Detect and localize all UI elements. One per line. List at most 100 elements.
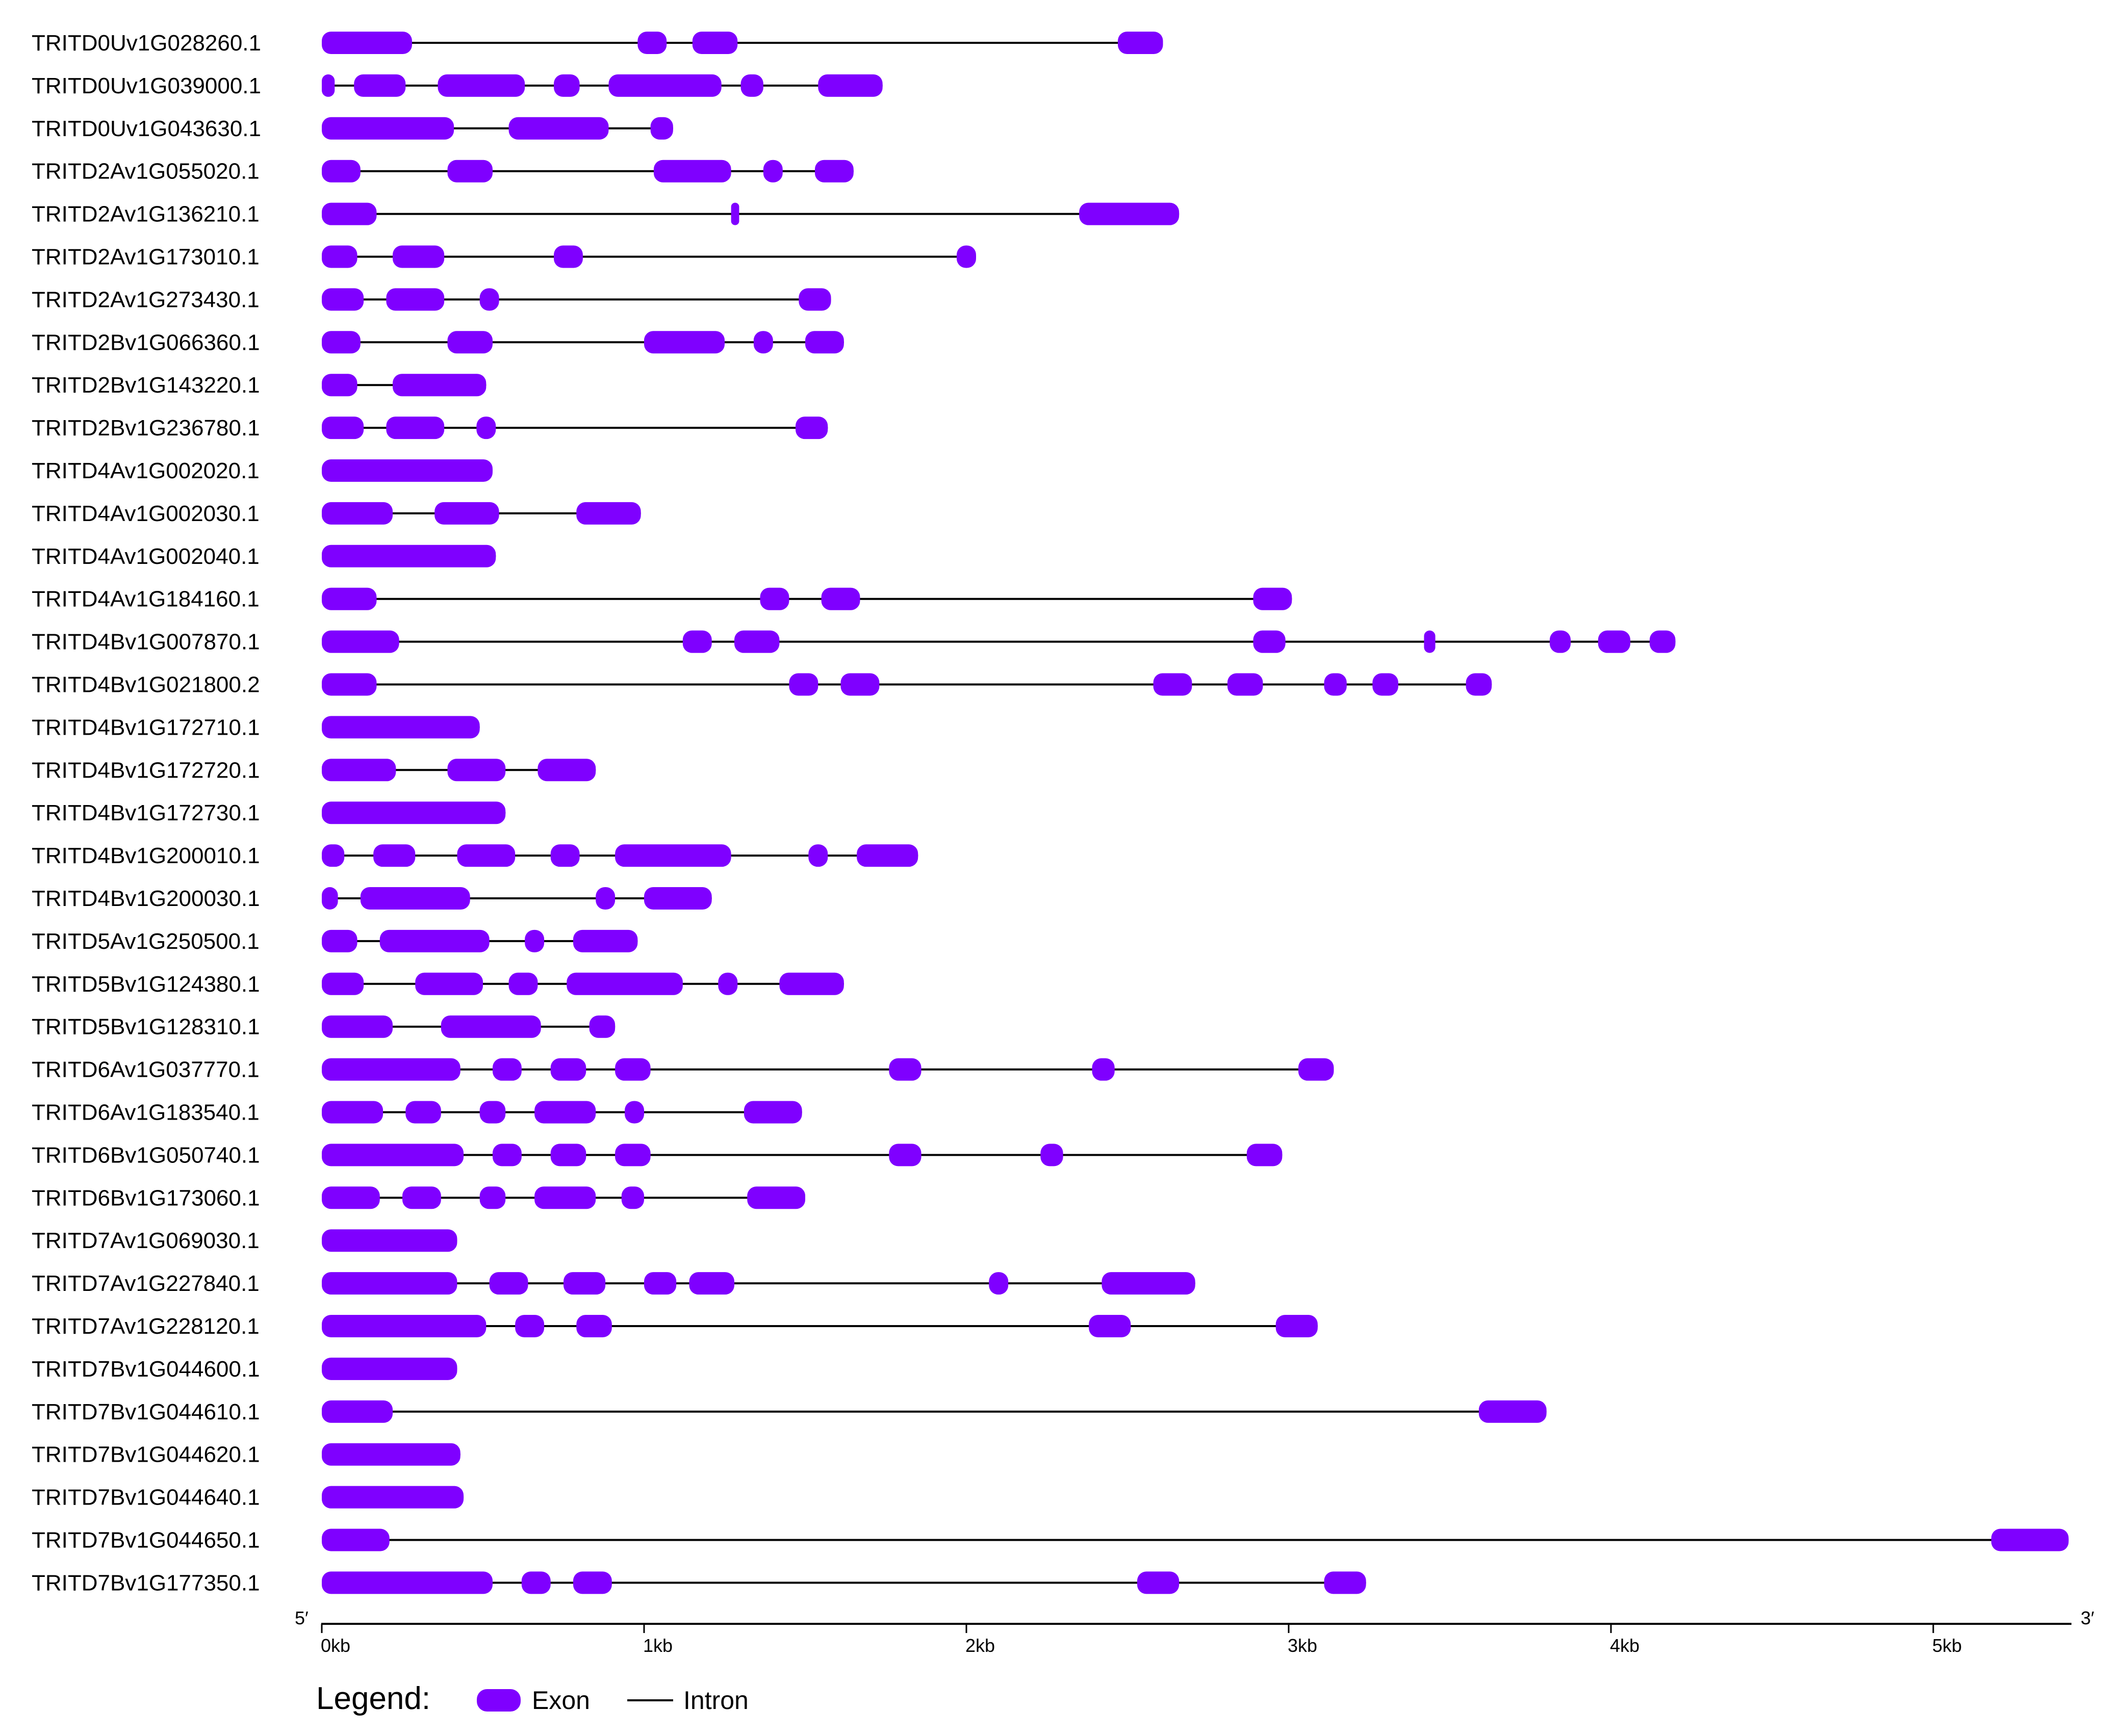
gene-row: TRITD2Bv1G143220.1 — [32, 373, 487, 398]
exon-block — [747, 1186, 805, 1209]
exon-block — [889, 1058, 921, 1081]
exon-block — [402, 1186, 441, 1209]
gene-label: TRITD7Bv1G044610.1 — [32, 1400, 260, 1424]
gene-label: TRITD5Av1G250500.1 — [32, 929, 260, 954]
gene-label: TRITD4Av1G184160.1 — [32, 587, 260, 612]
exon-block — [322, 1229, 457, 1252]
exon-block — [1253, 587, 1292, 610]
exon-block — [1991, 1528, 2069, 1551]
gene-row: TRITD7Bv1G044640.1 — [32, 1485, 464, 1510]
exon-block — [573, 1571, 612, 1594]
gene-row: TRITD6Bv1G173060.1 — [32, 1185, 805, 1210]
exon-block — [1549, 630, 1571, 653]
exon-block — [434, 502, 499, 525]
exon-block — [354, 74, 406, 97]
exon-block — [489, 1272, 528, 1295]
exon-block — [615, 1144, 651, 1167]
gene-row: TRITD4Bv1G200010.1 — [32, 843, 918, 868]
exon-block — [386, 288, 445, 311]
exon-block — [625, 1101, 644, 1124]
exon-block — [1598, 630, 1630, 653]
gene-row: TRITD7Bv1G044650.1 — [32, 1528, 2069, 1553]
exon-block — [322, 630, 399, 653]
exon-block — [808, 844, 828, 867]
gene-row: TRITD4Av1G002040.1 — [32, 544, 496, 569]
exon-block — [753, 331, 773, 354]
gene-row: TRITD4Bv1G172710.1 — [32, 715, 480, 740]
gene-label: TRITD4Av1G002020.1 — [32, 458, 260, 483]
exon-block — [576, 502, 641, 525]
exon-block — [789, 673, 818, 696]
exon-block — [515, 1315, 545, 1337]
exon-block — [1246, 1144, 1283, 1167]
exon-block — [989, 1272, 1009, 1295]
exon-block — [1324, 1571, 1366, 1594]
gene-row: TRITD2Av1G173010.1 — [32, 245, 976, 270]
exon-block — [322, 1443, 460, 1466]
gene-row: TRITD2Av1G273430.1 — [32, 287, 831, 312]
gene-label: TRITD2Bv1G236780.1 — [32, 416, 260, 441]
exon-block — [779, 972, 844, 995]
exon-block — [537, 759, 596, 782]
exon-block — [415, 972, 483, 995]
exon-block — [322, 288, 364, 311]
x-tick-label: 5kb — [1932, 1635, 1962, 1656]
exon-block — [508, 117, 609, 140]
exon-block — [1089, 1315, 1131, 1337]
gene-row: TRITD2Bv1G236780.1 — [32, 416, 828, 441]
exon-block — [814, 160, 854, 183]
exon-block — [492, 1058, 522, 1081]
exon-block — [1153, 673, 1192, 696]
exon-block — [322, 844, 345, 867]
exon-block — [1137, 1571, 1180, 1594]
gene-row: TRITD0Uv1G028260.1 — [32, 31, 1163, 56]
exon-block — [322, 759, 396, 782]
exon-block — [322, 1058, 460, 1081]
exon-block — [322, 374, 357, 397]
exon-block — [1466, 673, 1492, 696]
legend-exon-swatch — [477, 1689, 521, 1712]
gene-label: TRITD7Bv1G044650.1 — [32, 1528, 260, 1553]
exon-block — [322, 1186, 380, 1209]
x-tick-label: 4kb — [1610, 1635, 1640, 1656]
exon-block — [692, 32, 738, 54]
exon-block — [840, 673, 880, 696]
gene-label: TRITD7Bv1G044640.1 — [32, 1485, 260, 1510]
exon-block — [322, 1315, 487, 1337]
exon-block — [554, 74, 580, 97]
exon-block — [718, 972, 738, 995]
legend-title: Legend: — [316, 1681, 430, 1716]
exon-block — [322, 587, 377, 610]
exon-block — [567, 972, 683, 995]
three-prime-label: 3′ — [2081, 1608, 2094, 1628]
gene-label: TRITD0Uv1G039000.1 — [32, 73, 261, 98]
exon-block — [405, 1101, 441, 1124]
exon-block — [521, 1571, 551, 1594]
gene-row: TRITD4Bv1G172720.1 — [32, 758, 596, 783]
gene-label: TRITD2Bv1G066360.1 — [32, 330, 260, 355]
exon-block — [608, 74, 722, 97]
gene-label: TRITD2Av1G136210.1 — [32, 202, 260, 227]
exon-block — [441, 1015, 541, 1038]
exon-block — [682, 630, 712, 653]
exon-block — [589, 1015, 616, 1038]
exon-block — [322, 1357, 457, 1380]
gene-rows: TRITD0Uv1G028260.1 TRITD0Uv1G039000.1 TRIT… — [32, 31, 2069, 1595]
gene-label: TRITD4Bv1G021800.2 — [32, 672, 260, 697]
x-axis: 5′ 3′ 0kb 1kb 2kb 3kb 4kb 5kb — [295, 1608, 2094, 1656]
exon-block — [644, 331, 725, 354]
exon-block — [322, 331, 361, 354]
exon-block — [1324, 673, 1347, 696]
gene-label: TRITD6Av1G037770.1 — [32, 1057, 260, 1082]
gene-label: TRITD4Bv1G200010.1 — [32, 843, 260, 868]
exon-block — [731, 202, 739, 225]
gene-label: TRITD7Av1G228120.1 — [32, 1314, 260, 1339]
exon-block — [1478, 1400, 1547, 1423]
gene-label: TRITD0Uv1G028260.1 — [32, 31, 261, 56]
exon-block — [621, 1186, 644, 1209]
exon-block — [508, 972, 538, 995]
exon-block — [479, 1101, 506, 1124]
exon-block — [1079, 202, 1180, 225]
exon-block — [322, 1400, 393, 1423]
